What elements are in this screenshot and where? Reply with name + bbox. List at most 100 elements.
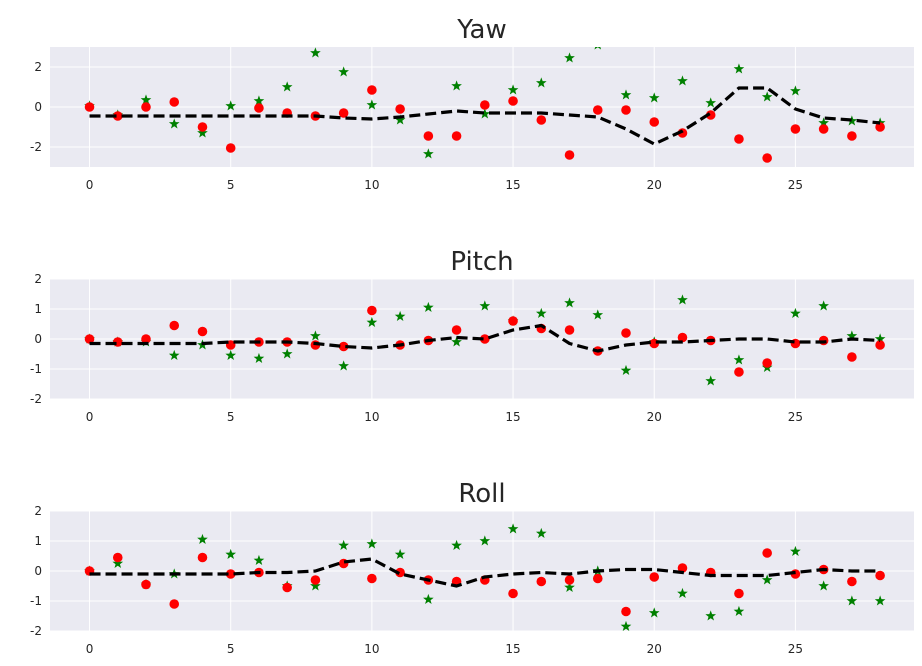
dot-point bbox=[762, 548, 772, 558]
dot-point bbox=[395, 567, 405, 578]
dot-point bbox=[310, 575, 321, 585]
star-point bbox=[761, 91, 773, 102]
star-point bbox=[535, 527, 547, 539]
dot-point bbox=[564, 325, 575, 335]
dot-point bbox=[649, 572, 660, 582]
dot-point bbox=[112, 111, 123, 121]
x-tick-label: 10 bbox=[364, 642, 379, 656]
dot-point bbox=[762, 358, 772, 368]
data-marks-pitch bbox=[84, 294, 886, 386]
dot-point bbox=[423, 131, 434, 141]
dot-point bbox=[141, 334, 151, 344]
dot-point bbox=[197, 326, 208, 337]
star-point bbox=[423, 593, 434, 605]
dot-point bbox=[169, 97, 180, 107]
star-point bbox=[451, 80, 462, 91]
x-tick-label: 0 bbox=[86, 410, 94, 424]
star-point bbox=[818, 300, 829, 311]
star-point bbox=[733, 63, 745, 74]
dot-point bbox=[84, 334, 95, 344]
dot-point bbox=[790, 124, 801, 134]
star-point bbox=[310, 47, 321, 58]
x-tick-label: 20 bbox=[647, 410, 662, 424]
y-tick-label: 2 bbox=[34, 272, 42, 286]
star-point bbox=[338, 360, 349, 371]
dot-point bbox=[451, 325, 462, 335]
star-point bbox=[594, 47, 602, 50]
dot-point bbox=[592, 105, 603, 115]
dot-point bbox=[451, 131, 462, 141]
star-point bbox=[366, 538, 378, 549]
x-tick-label: 0 bbox=[86, 642, 94, 656]
x-tick-label: 25 bbox=[788, 642, 803, 656]
dot-point bbox=[338, 108, 349, 118]
data-marks-roll bbox=[84, 523, 886, 631]
dot-point bbox=[169, 320, 180, 331]
star-point bbox=[620, 89, 632, 100]
dot-point bbox=[112, 552, 123, 563]
dot-point bbox=[197, 122, 208, 132]
dot-point bbox=[536, 576, 547, 587]
star-point bbox=[451, 539, 462, 551]
star-point bbox=[620, 364, 632, 376]
star-point bbox=[648, 607, 660, 618]
dot-point bbox=[367, 305, 377, 316]
star-point bbox=[874, 333, 886, 344]
dot-point bbox=[508, 588, 518, 599]
star-point bbox=[592, 309, 604, 320]
dot-point bbox=[705, 110, 716, 120]
dot-point bbox=[762, 153, 772, 163]
dot-point bbox=[367, 85, 377, 95]
star-point bbox=[677, 587, 688, 599]
dot-point bbox=[395, 104, 405, 114]
dot-point bbox=[875, 340, 885, 350]
star-point bbox=[366, 99, 378, 110]
star-point bbox=[451, 336, 462, 347]
star-point bbox=[705, 610, 717, 621]
star-point bbox=[140, 94, 152, 105]
star-point bbox=[394, 310, 406, 322]
chart-title-pitch: Pitch bbox=[450, 247, 513, 277]
star-point bbox=[818, 117, 829, 128]
y-tick-label: -2 bbox=[30, 624, 42, 638]
dot-point bbox=[282, 582, 292, 593]
star-point bbox=[705, 375, 717, 386]
dot-point bbox=[508, 316, 518, 326]
x-tick-label: 15 bbox=[505, 642, 520, 656]
star-point bbox=[564, 52, 575, 63]
y-tick-label: 2 bbox=[34, 504, 42, 518]
dot-point bbox=[169, 599, 180, 609]
star-point bbox=[168, 118, 180, 129]
y-tick-label: 0 bbox=[34, 332, 42, 346]
chart-pitch: Pitch 0 5 10 15 20 25 -2 -1 0 1 2 bbox=[30, 247, 914, 424]
trend-line bbox=[89, 86, 881, 146]
star-point bbox=[310, 580, 321, 591]
star-point bbox=[310, 330, 321, 341]
star-point bbox=[479, 535, 491, 546]
star-point bbox=[338, 66, 349, 77]
dot-point bbox=[338, 341, 349, 352]
star-point bbox=[507, 84, 519, 95]
star-point bbox=[253, 95, 265, 106]
star-point bbox=[479, 300, 491, 311]
star-point bbox=[423, 301, 434, 313]
dot-point bbox=[621, 606, 631, 617]
dot-point bbox=[677, 332, 688, 343]
dot-point bbox=[254, 103, 264, 113]
star-point bbox=[620, 620, 632, 631]
star-point bbox=[677, 75, 688, 86]
y-tick-label: 2 bbox=[34, 60, 42, 74]
star-point bbox=[507, 523, 519, 534]
dot-point bbox=[621, 328, 631, 338]
dot-point bbox=[734, 588, 744, 599]
y-tick-label: 0 bbox=[34, 564, 42, 578]
star-point bbox=[423, 148, 434, 159]
y-tick-label: 1 bbox=[34, 534, 42, 548]
star-point bbox=[790, 545, 801, 557]
dot-point bbox=[649, 117, 660, 127]
star-point bbox=[168, 349, 180, 361]
x-tick-label: 15 bbox=[505, 178, 520, 192]
trend-line bbox=[89, 557, 881, 588]
y-tick-label: 1 bbox=[34, 302, 42, 316]
